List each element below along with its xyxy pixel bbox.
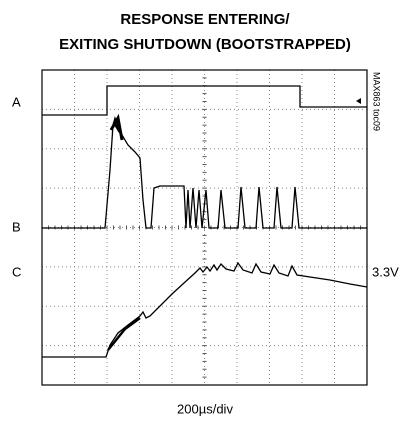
trace-b <box>42 116 367 229</box>
trace-b-ripple <box>109 113 124 141</box>
trigger-marker <box>356 98 361 104</box>
channel-label: B <box>12 219 21 234</box>
level-label: 3.3V <box>372 264 399 279</box>
trace-c-ripple <box>107 316 141 351</box>
timebase-label: 200µs/div <box>177 401 233 416</box>
title-line: RESPONSE ENTERING/ <box>120 11 290 28</box>
figure-id: MAX863 toc09 <box>372 72 382 131</box>
channel-label: C <box>12 264 21 279</box>
channel-label: A <box>12 94 21 109</box>
trace-c <box>42 261 368 358</box>
title-line: EXITING SHUTDOWN (BOOTSTRAPPED) <box>59 36 351 53</box>
trace-a <box>42 85 367 116</box>
